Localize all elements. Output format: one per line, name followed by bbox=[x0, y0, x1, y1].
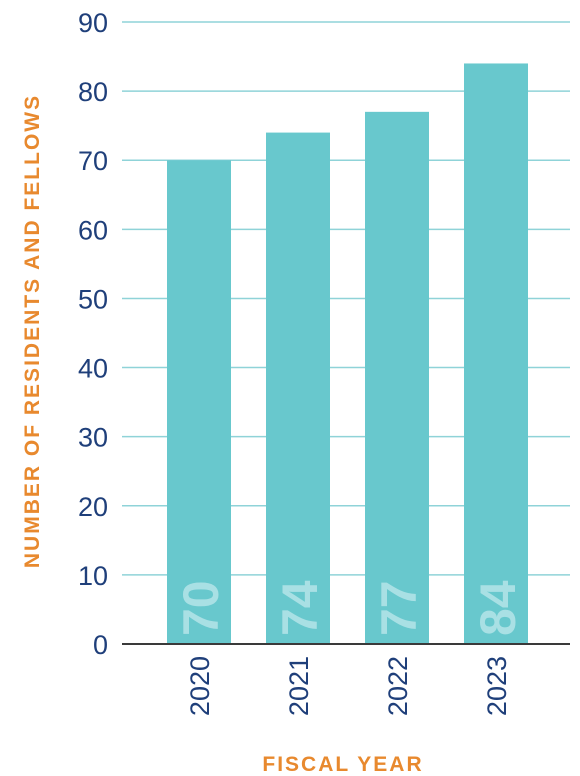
x-tick-label: 2021 bbox=[284, 656, 314, 716]
y-tick-label: 20 bbox=[78, 492, 108, 522]
x-tick-label: 2023 bbox=[482, 656, 512, 716]
y-tick-label: 40 bbox=[78, 354, 108, 384]
bar-2023 bbox=[464, 63, 528, 644]
x-tick-label: 2022 bbox=[383, 656, 413, 716]
y-tick-label: 50 bbox=[78, 284, 108, 314]
bars: 70 74 77 84 bbox=[167, 63, 528, 645]
y-tick-label: 80 bbox=[78, 77, 108, 107]
y-axis-title: NUMBER OF RESIDENTS AND FELLOWS bbox=[21, 94, 44, 568]
y-tick-label: 30 bbox=[78, 423, 108, 453]
bar-value-label: 70 bbox=[173, 580, 229, 636]
bar-value-label: 84 bbox=[470, 580, 526, 636]
y-tick-label: 10 bbox=[78, 561, 108, 591]
x-axis-ticks: 2020 2021 2022 2023 bbox=[185, 656, 512, 716]
x-tick-label: 2020 bbox=[185, 656, 215, 716]
bar-2021 bbox=[266, 132, 330, 645]
bar-2020 bbox=[167, 160, 231, 644]
x-axis-title: FISCAL YEAR bbox=[262, 753, 423, 776]
bar-2022 bbox=[365, 111, 429, 645]
y-axis-ticks: 0 10 20 30 40 50 60 70 80 90 bbox=[78, 8, 108, 660]
y-tick-label: 70 bbox=[78, 146, 108, 176]
y-tick-label: 60 bbox=[78, 215, 108, 245]
y-tick-label: 90 bbox=[78, 8, 108, 38]
bar-value-label: 74 bbox=[272, 580, 328, 636]
y-tick-label: 0 bbox=[93, 630, 108, 660]
bar-value-label: 77 bbox=[371, 580, 427, 636]
